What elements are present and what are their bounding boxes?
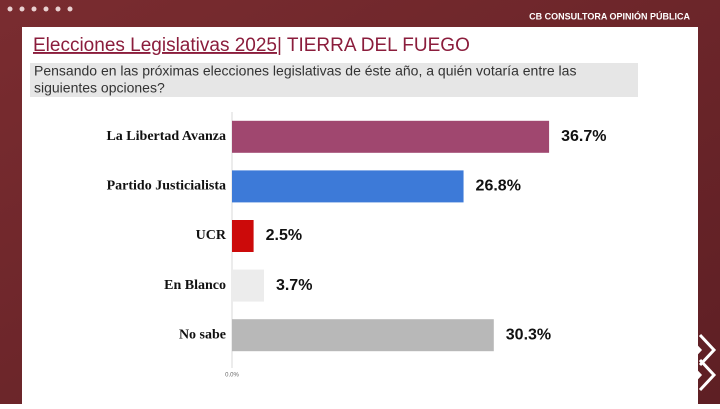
x-tick-label: 0.0% — [225, 373, 239, 379]
value-label: 26.8% — [476, 178, 521, 195]
category-label: UCR — [196, 228, 227, 243]
category-label: No sabe — [179, 327, 226, 342]
value-label: 30.3% — [506, 326, 551, 343]
category-label: En Blanco — [164, 278, 226, 293]
category-label: Partido Justicialista — [107, 179, 226, 194]
header: CB CONSULTORA OPINIÓN PÚBLICA — [529, 10, 690, 21]
question-box — [30, 63, 638, 97]
subtitle: siguientes opciones? — [34, 80, 165, 96]
chart-title: Elecciones Legislativas 2025| TIERRA DEL… — [33, 35, 470, 56]
value-label: 2.5% — [266, 227, 302, 244]
value-label: 36.7% — [561, 128, 606, 145]
title-region: | TIERRA DEL FUEGO — [277, 35, 470, 56]
bar — [232, 170, 464, 203]
value-label: 3.7% — [276, 277, 312, 294]
bar — [232, 120, 550, 153]
chevrons — [684, 333, 717, 392]
dots — [7, 6, 73, 12]
title: Elecciones Legislativas 2025 — [33, 35, 277, 56]
subtitle: Pensando en las próximas elecciones legi… — [34, 63, 576, 79]
bar — [232, 220, 254, 252]
bar — [232, 269, 264, 302]
category-label: La Libertad Avanza — [106, 129, 226, 144]
bar — [232, 319, 494, 352]
